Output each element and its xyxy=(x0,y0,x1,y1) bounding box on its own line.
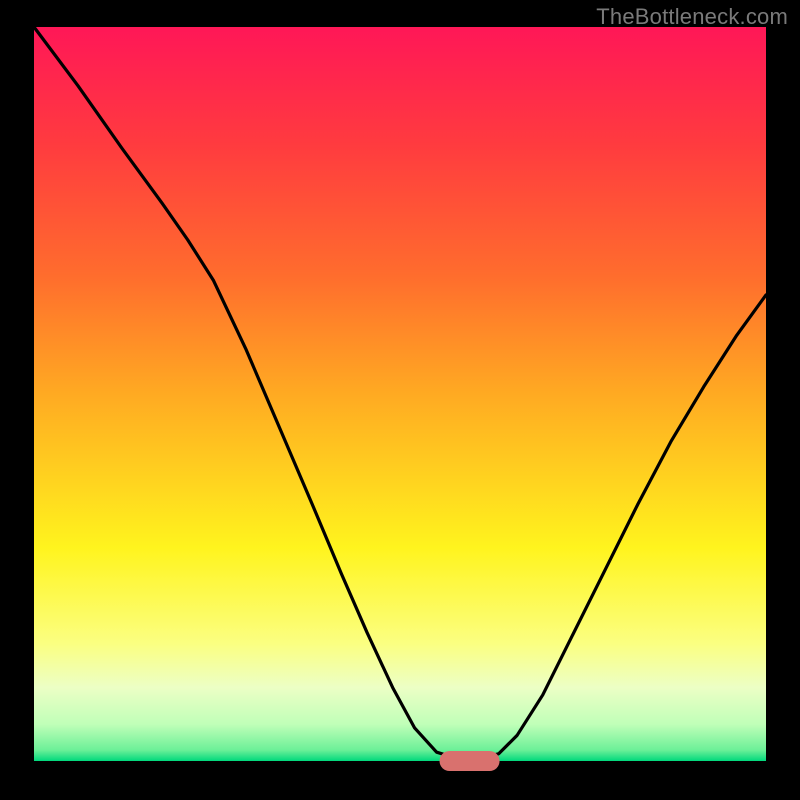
bottleneck-chart xyxy=(0,0,800,800)
minimum-marker xyxy=(440,751,500,771)
attribution-text: TheBottleneck.com xyxy=(596,4,788,30)
chart-area-bg xyxy=(34,27,766,761)
